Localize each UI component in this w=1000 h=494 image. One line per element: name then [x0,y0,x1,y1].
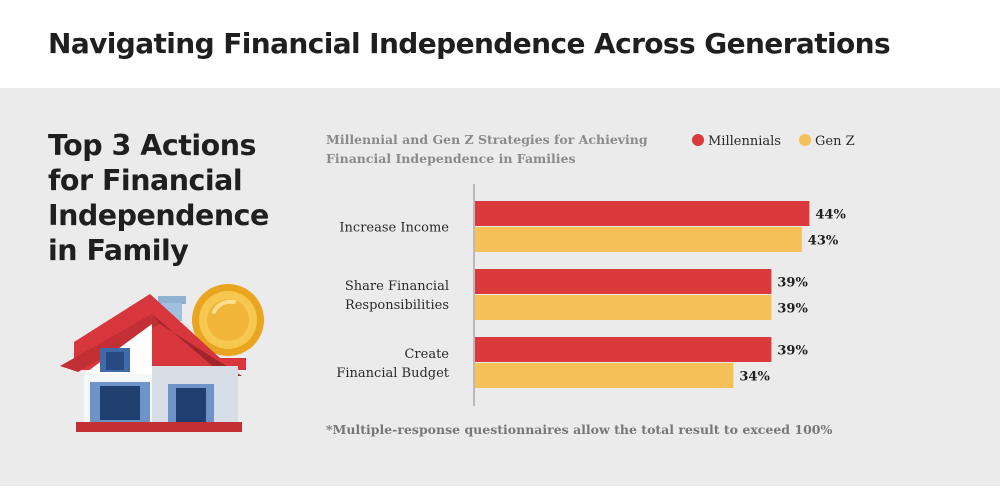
page-title: Navigating Financial Independence Across… [48,27,891,60]
side-title-line: Top 3 Actions [48,129,257,162]
side-title-line: Independence [48,199,269,232]
header-bar: Navigating Financial Independence Across… [0,0,1000,88]
legend-label: Gen Z [815,134,855,149]
legend-swatch [799,134,811,146]
bar [475,295,772,320]
category-label: Responsibilities [345,298,449,313]
chart-title-line: Financial Independence in Families [326,151,576,166]
value-labels: 44% 43% 39% 39% 39% 34% [739,208,846,385]
bar-value-label: 43% [808,234,839,249]
bar-value-label: 39% [777,276,808,291]
side-title-line: for Financial [48,164,243,197]
coin-icon [192,284,264,356]
bar-value-label: 39% [777,344,808,359]
house-icon [60,294,246,432]
side-title-line: in Family [48,234,189,267]
house-coin-illustration [60,284,264,432]
legend-swatch [692,134,704,146]
bar [475,269,772,294]
category-labels: Increase Income Share Financial Responsibi… [336,221,449,382]
legend-label: Millennials [708,134,781,149]
chart-footnote: *Multiple-response questionnaires allow … [326,422,832,437]
bar-value-label: 34% [739,370,770,385]
bar [475,227,802,252]
chart-title: Millennial and Gen Z Strategies for Achi… [326,132,648,166]
category-label: Increase Income [339,221,449,236]
bar [475,337,772,362]
bar [475,363,734,388]
chart-legend: Millennials Gen Z [692,134,855,149]
category-label: Share Financial [345,279,449,294]
bar-value-label: 44% [815,208,846,223]
side-title: Top 3 Actions for Financial Independence… [48,128,308,268]
category-label: Create [404,347,449,362]
bars [475,201,810,388]
category-label: Financial Budget [336,366,449,381]
bar-value-label: 39% [777,302,808,317]
bar [475,201,810,226]
chart-title-line: Millennial and Gen Z Strategies for Achi… [326,132,648,147]
